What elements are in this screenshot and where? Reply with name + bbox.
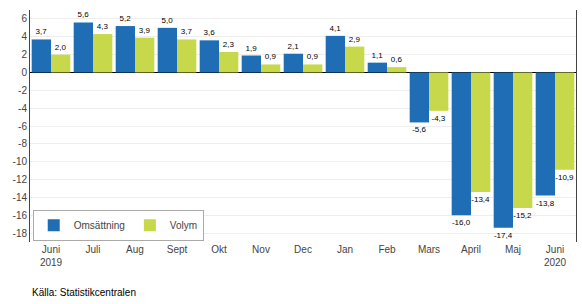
- svg-text:3,6: 3,6: [204, 28, 216, 37]
- svg-text:Feb: Feb: [378, 244, 396, 255]
- svg-text:-5,6: -5,6: [412, 125, 426, 134]
- svg-text:-15,2: -15,2: [513, 211, 532, 220]
- svg-text:2: 2: [21, 49, 27, 60]
- svg-text:-18: -18: [13, 228, 28, 239]
- svg-text:Omsättning: Omsättning: [74, 220, 125, 231]
- svg-text:-10: -10: [13, 156, 28, 167]
- svg-text:4,1: 4,1: [330, 24, 342, 33]
- svg-text:-8: -8: [18, 138, 27, 149]
- svg-text:0,6: 0,6: [391, 55, 403, 64]
- svg-text:Okt: Okt: [211, 244, 227, 255]
- svg-text:Juli: Juli: [85, 244, 100, 255]
- svg-text:Juni2020: Juni2020: [544, 244, 567, 268]
- svg-text:-17,4: -17,4: [494, 231, 513, 240]
- svg-text:Aug: Aug: [126, 244, 144, 255]
- svg-text:Mars: Mars: [418, 244, 440, 255]
- svg-text:3,7: 3,7: [36, 27, 48, 36]
- svg-text:-4,3: -4,3: [431, 114, 445, 123]
- svg-text:2,3: 2,3: [223, 40, 235, 49]
- svg-text:Dec: Dec: [294, 244, 312, 255]
- svg-text:-13,8: -13,8: [536, 199, 555, 208]
- svg-text:4,3: 4,3: [97, 22, 109, 31]
- svg-text:0: 0: [21, 67, 27, 78]
- svg-text:-13,4: -13,4: [471, 195, 490, 204]
- svg-text:Källa: Statistikcentralen: Källa: Statistikcentralen: [32, 287, 136, 298]
- svg-text:Volym: Volym: [170, 220, 197, 231]
- svg-text:3,7: 3,7: [181, 27, 193, 36]
- svg-text:Maj: Maj: [505, 244, 521, 255]
- svg-text:-16: -16: [13, 210, 28, 221]
- svg-text:-6: -6: [18, 121, 27, 132]
- svg-text:5,2: 5,2: [120, 14, 132, 23]
- svg-text:-10,9: -10,9: [555, 173, 574, 182]
- svg-text:-16,0: -16,0: [452, 218, 471, 227]
- svg-text:Juni2019: Juni2019: [40, 244, 63, 268]
- svg-text:Jan: Jan: [337, 244, 353, 255]
- svg-text:April: April: [461, 244, 481, 255]
- svg-text:5,6: 5,6: [78, 10, 90, 19]
- svg-text:-4: -4: [18, 103, 27, 114]
- svg-text:Sept: Sept: [167, 244, 188, 255]
- svg-text:2,1: 2,1: [288, 42, 300, 51]
- svg-text:2,9: 2,9: [349, 35, 361, 44]
- svg-text:1,1: 1,1: [372, 51, 384, 60]
- svg-text:4: 4: [21, 31, 27, 42]
- svg-text:-14: -14: [13, 192, 28, 203]
- svg-text:Nov: Nov: [252, 244, 270, 255]
- svg-text:-2: -2: [18, 85, 27, 96]
- svg-text:0,9: 0,9: [307, 52, 319, 61]
- svg-text:6: 6: [21, 13, 27, 24]
- svg-text:-12: -12: [13, 174, 28, 185]
- svg-text:5,0: 5,0: [162, 16, 174, 25]
- svg-text:3,9: 3,9: [139, 26, 151, 35]
- svg-text:0,9: 0,9: [265, 52, 277, 61]
- svg-text:1,9: 1,9: [246, 44, 258, 53]
- svg-text:2,0: 2,0: [55, 43, 67, 52]
